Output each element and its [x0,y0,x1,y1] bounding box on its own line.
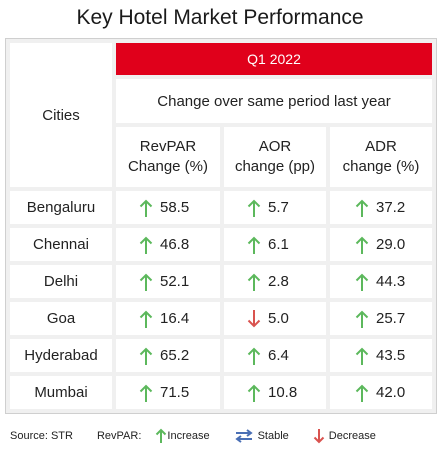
arrow-up-icon [139,347,153,365]
arrow-up-icon [355,236,369,254]
arrow-up-icon [247,199,261,217]
table-cell-revpar: 65.2 [116,339,220,372]
table-row-city: Goa [10,302,112,335]
adr-value: 42.0 [376,384,406,401]
table-row-city: Mumbai [10,376,112,409]
arrow-up-icon [139,199,153,217]
aor-value: 6.4 [268,347,289,364]
legend-increase: Increase [155,428,210,444]
revpar-value: 58.5 [160,199,190,216]
arrow-up-icon [355,199,369,217]
column-header-aor-line2: change (pp) [234,158,316,175]
table-cell-revpar: 52.1 [116,265,220,298]
table-row-city: Hyderabad [10,339,112,372]
revpar-value: 46.8 [160,236,190,253]
cities-header: Cities [10,43,112,187]
column-header-adr-line1: ADR [365,138,397,155]
page-title: Key Hotel Market Performance [76,6,364,29]
table-row-city: Delhi [10,265,112,298]
column-header-aor-line1: AOR [258,138,292,155]
arrow-up-icon [355,273,369,291]
table-cell-revpar: 16.4 [116,302,220,335]
arrow-up-icon [355,384,369,402]
arrow-up-icon [247,347,261,365]
table-cell-revpar: 46.8 [116,228,220,261]
source-label: Source: STR [10,430,73,442]
column-header-revpar-line2: Change (%) [127,158,209,175]
arrow-up-icon [247,236,261,254]
adr-value: 29.0 [376,236,406,253]
column-header-revpar-line1: RevPAR [139,138,197,155]
table-cell-adr: 42.0 [330,376,432,409]
arrow-up-icon [247,384,261,402]
revpar-value: 65.2 [160,347,190,364]
arrow-down-icon [313,429,325,444]
adr-value: 37.2 [376,199,406,216]
column-header-aor: AOR change (pp) [224,127,326,187]
city-name: Chennai [33,236,89,253]
arrow-up-icon [355,347,369,365]
table-cell-aor: 6.1 [224,228,326,261]
city-name: Bengaluru [26,199,96,216]
legend-decrease-label: Decrease [328,430,376,442]
aor-value: 5.0 [268,310,289,327]
revpar-legend-label: RevPAR: [96,430,142,442]
city-name: Delhi [43,273,79,290]
adr-value: 25.7 [376,310,406,327]
arrow-up-icon [139,273,153,291]
subheader: Change over same period last year [116,79,432,123]
table-cell-aor: 2.8 [224,265,326,298]
aor-value: 5.7 [268,199,289,216]
performance-table: Cities Q1 2022 Change over same period l… [5,38,437,414]
aor-value: 10.8 [268,384,298,401]
revpar-value: 71.5 [160,384,190,401]
table-cell-revpar: 71.5 [116,376,220,409]
cities-label: Cities [42,106,80,124]
table-cell-adr: 43.5 [330,339,432,372]
city-name: Mumbai [34,384,88,401]
legend-decrease: Decrease [313,428,376,444]
city-name: Hyderabad [24,347,98,364]
table-row-city: Bengaluru [10,191,112,224]
table-cell-adr: 29.0 [330,228,432,261]
subheader-text: Change over same period last year [157,92,391,110]
adr-value: 44.3 [376,273,406,290]
table-row-city: Chennai [10,228,112,261]
table-cell-aor: 6.4 [224,339,326,372]
column-header-adr: ADR change (%) [330,127,432,187]
arrow-up-icon [139,236,153,254]
arrow-up-icon [139,310,153,328]
period-header: Q1 2022 [116,43,432,75]
table-cell-aor: 5.0 [224,302,326,335]
arrow-up-icon [355,310,369,328]
table-cell-revpar: 58.5 [116,191,220,224]
table-cell-adr: 25.7 [330,302,432,335]
legend-increase-label: Increase [167,430,210,442]
table-cell-aor: 5.7 [224,191,326,224]
table-cell-aor: 10.8 [224,376,326,409]
table-cell-adr: 44.3 [330,265,432,298]
arrow-up-icon [247,273,261,291]
table-cell-adr: 37.2 [330,191,432,224]
city-name: Goa [46,310,76,327]
stable-arrows-icon [234,429,253,443]
column-header-adr-line2: change (%) [342,158,420,175]
revpar-value: 16.4 [160,310,190,327]
column-header-revpar: RevPAR Change (%) [116,127,220,187]
arrow-up-icon [156,428,167,443]
revpar-value: 52.1 [160,273,190,290]
aor-value: 2.8 [268,273,289,290]
legend-footer: Source: STR RevPAR: Increase Stable Decr… [10,428,376,444]
legend-stable: Stable [234,429,289,443]
arrow-down-icon [247,309,261,327]
aor-value: 6.1 [268,236,289,253]
arrow-up-icon [139,384,153,402]
adr-value: 43.5 [376,347,406,364]
legend-stable-label: Stable [257,430,289,442]
